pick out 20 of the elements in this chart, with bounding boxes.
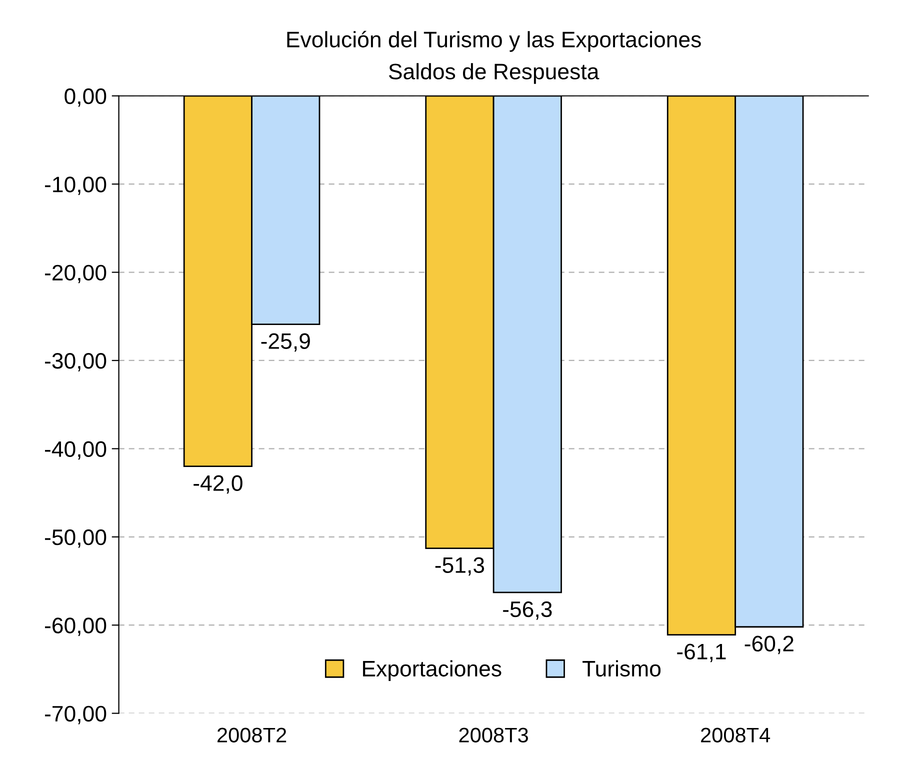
y-tick-label: -60,00: [44, 618, 106, 636]
y-tick-label: -20,00: [44, 264, 106, 284]
data-label: -60,2: [744, 636, 794, 654]
x-tick-label: 2008T2: [218, 728, 286, 742]
data-label: -42,0: [194, 475, 242, 494]
y-tick-label: 0,00: [64, 88, 106, 107]
legend-label: Exportaciones: [363, 660, 502, 681]
y-tick-label: -30,00: [44, 353, 106, 372]
data-label: -61,1: [677, 644, 726, 662]
legend-label: Turismo: [582, 660, 661, 677]
x-tick-label: 2008T4: [701, 728, 770, 742]
data-label: -56,3: [503, 601, 552, 620]
y-tick-label: -50,00: [44, 529, 106, 548]
x-tick-label: 2008T3: [459, 728, 528, 742]
data-label: -51,3: [435, 557, 484, 576]
chart-title: Evolución del Turismo y las Exportaciones Saldos de Respuesta: [287, 30, 701, 84]
y-tick-label: -40,00: [44, 441, 106, 460]
y-tick-label: -70,00: [44, 706, 106, 724]
data-label: -25,9: [261, 333, 310, 352]
y-tick-label: -10,00: [44, 176, 106, 195]
